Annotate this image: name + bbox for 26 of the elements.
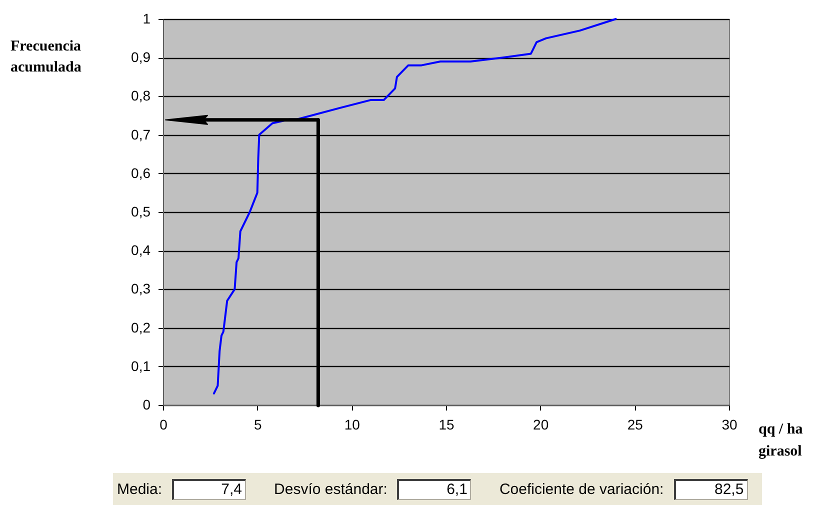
x-tick-label: 25	[627, 416, 644, 432]
x-tick-label: 0	[160, 416, 168, 432]
text-field: 82,5	[674, 478, 748, 500]
y-tick-label: 0,3	[131, 280, 151, 297]
y-tick-label: 0,9	[131, 49, 151, 66]
x-tick-label: 5	[254, 416, 262, 432]
x-axis-title: qq / ha girasol	[758, 422, 804, 460]
x-tick-label: 15	[438, 416, 454, 432]
text: Coeficiente de variación:	[499, 480, 664, 498]
text-field: 7,4	[172, 478, 246, 500]
x-tick-label: 20	[533, 416, 549, 432]
y-tick-label: 0,8	[131, 88, 151, 104]
y-tick-label: 0,2	[131, 319, 151, 336]
text-field: 6,1	[397, 478, 472, 500]
y-tick-label: 0,4	[131, 242, 151, 258]
y-tick-label: 1	[142, 10, 151, 26]
y-tick-label: 0,6	[131, 164, 151, 181]
y-tick-label: 0	[142, 396, 151, 412]
text: Desvío estándar:	[274, 480, 388, 498]
text: Media:	[117, 480, 162, 498]
x-tick-label: 30	[722, 416, 738, 432]
y-tick-label: 0,1	[131, 358, 151, 374]
x-tick-label: 10	[344, 416, 360, 432]
y-tick-label: 0,5	[131, 204, 151, 220]
y-tick-label: 0,7	[131, 126, 151, 142]
y-axis-title: Frecuencia acumulada	[10, 38, 82, 76]
